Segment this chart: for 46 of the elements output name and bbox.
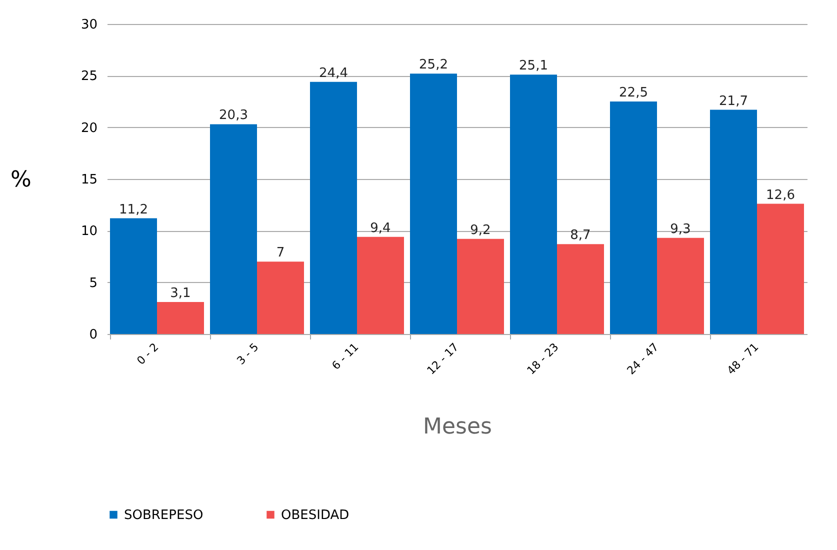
- x-tick-label: 24 - 47: [624, 340, 662, 378]
- data-label: 25,1: [519, 58, 548, 74]
- y-tick-label: 30: [80, 18, 98, 32]
- bar: [510, 74, 557, 334]
- legend-label: OBESIDAD: [281, 508, 350, 523]
- bar: [210, 124, 257, 334]
- y-tick-label: 5: [89, 276, 98, 291]
- y-tick-label: 0: [89, 328, 98, 342]
- y-tick-label: 20: [80, 120, 98, 136]
- bar: [757, 204, 804, 334]
- bar: [157, 302, 204, 334]
- data-label: 12,6: [766, 188, 795, 203]
- y-axis-title: %: [10, 168, 32, 192]
- data-label: 9,2: [470, 222, 491, 238]
- x-tick-label: 3 - 5: [234, 340, 262, 368]
- data-label: 22,5: [619, 86, 648, 100]
- legend-label: SOBREPESO: [124, 508, 204, 523]
- data-label: 11,2: [119, 202, 148, 218]
- bar: [457, 238, 504, 334]
- data-label: 9,4: [370, 220, 391, 236]
- bar: [357, 236, 404, 334]
- x-tick-label: 12 - 17: [424, 340, 462, 378]
- data-label: 8,7: [570, 228, 591, 244]
- bar: [310, 82, 357, 334]
- bar: [257, 262, 304, 334]
- x-tick-label: 6 - 11: [329, 340, 362, 372]
- data-label: 24,4: [319, 66, 348, 81]
- x-tick-label: 18 - 23: [524, 340, 562, 378]
- data-label: 7: [276, 246, 285, 261]
- data-label: 21,7: [719, 94, 748, 109]
- x-tick-label: 0 - 2: [134, 340, 162, 368]
- bar: [410, 74, 457, 334]
- bar: [110, 218, 157, 334]
- bar: [710, 110, 757, 334]
- data-label: 9,3: [670, 222, 691, 237]
- data-label: 25,2: [419, 58, 448, 73]
- bar: [657, 238, 704, 334]
- y-tick-label: 25: [80, 69, 98, 84]
- x-tick-label: 48 - 71: [724, 340, 762, 378]
- y-tick-label: 15: [80, 172, 98, 188]
- y-tick-label: 10: [80, 224, 98, 240]
- data-label: 20,3: [219, 108, 248, 124]
- bar: [610, 102, 657, 334]
- data-label: 3,1: [170, 286, 191, 301]
- bar: [557, 244, 604, 334]
- x-axis-title: Meses: [423, 414, 492, 440]
